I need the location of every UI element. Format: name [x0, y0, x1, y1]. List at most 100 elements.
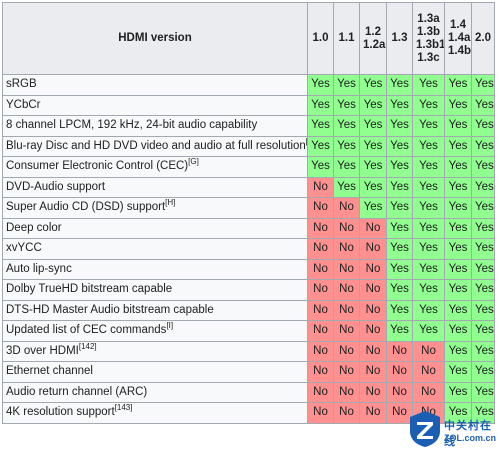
feature-label: xvYCC [6, 242, 42, 255]
feature-cell: Audio return channel (ARC) [2, 381, 308, 403]
support-yes-cell: Yes [471, 381, 495, 403]
version-label: 1.4 [450, 19, 466, 31]
feature-label: Audio return channel (ARC) [6, 385, 148, 398]
support-no-cell: No [307, 381, 334, 403]
table-row: YCbCr Yes Yes Yes Yes Yes Yes Yes [2, 94, 495, 116]
support-yes-cell: Yes [444, 340, 472, 362]
support-no-cell: No [359, 381, 387, 403]
support-yes-cell: Yes [333, 94, 360, 116]
support-yes-cell: Yes [471, 320, 495, 342]
feature-cell: sRGB [2, 74, 308, 96]
support-yes-cell: Yes [412, 217, 445, 239]
support-yes-cell: Yes [333, 176, 360, 198]
support-no-cell: No [307, 176, 334, 198]
support-yes-cell: Yes [386, 115, 413, 137]
table-row: Blu-ray Disc and HD DVD video and audio … [2, 135, 495, 157]
watermark-cn-text: 中关村在线 [444, 420, 492, 448]
support-yes-cell: Yes [412, 94, 445, 116]
feature-label: Blu-ray Disc and HD DVD video and audio … [6, 139, 306, 152]
support-no-cell: No [386, 340, 413, 362]
table-row: Consumer Electronic Control (CEC)[G] Yes Y… [2, 156, 495, 178]
support-yes-cell: Yes [386, 156, 413, 178]
table-body: sRGB Yes Yes Yes Yes Yes Yes Yes YCbCr Yes Yes Yes Y… [2, 74, 495, 424]
footnote-ref[interactable]: [143] [114, 403, 133, 413]
support-no-cell: No [307, 279, 334, 301]
support-yes-cell: Yes [412, 176, 445, 198]
support-no-cell: No [386, 381, 413, 403]
support-no-cell: No [333, 340, 360, 362]
table-row: DVD-Audio support No Yes Yes Yes Yes Yes Yes [2, 176, 495, 198]
feature-label: Super Audio CD (DSD) support [6, 201, 166, 214]
table-row: Dolby TrueHD bitstream capable No No No Yes Y… [2, 279, 495, 301]
support-no-cell: No [307, 197, 334, 219]
feature-cell: 8 channel LPCM, 192 kHz, 24-bit audio ca… [2, 115, 308, 137]
table-row: Auto lip-sync No No No Yes Yes Yes Yes [2, 258, 495, 280]
footnote-ref[interactable]: [142] [78, 341, 97, 351]
support-no-cell: No [386, 361, 413, 383]
version-label: 2.0 [475, 32, 491, 44]
support-yes-cell: Yes [386, 176, 413, 198]
footnote-ref[interactable]: [F] [306, 137, 307, 146]
support-yes-cell: Yes [333, 74, 360, 96]
support-no-cell: No [412, 361, 445, 383]
table-row: Super Audio CD (DSD) support[H] No No Yes Ye… [2, 197, 495, 219]
zol-logo-icon [410, 411, 440, 447]
support-yes-cell: Yes [359, 176, 387, 198]
feature-cell: Consumer Electronic Control (CEC)[G] [2, 156, 308, 178]
version-label: 1.4b [448, 45, 472, 57]
table-row: 4K resolution support[143] No No No No No Yes Y… [2, 402, 495, 424]
support-no-cell: No [359, 340, 387, 362]
feature-label: Dolby TrueHD bitstream capable [6, 283, 173, 296]
version-label: 1.3c [417, 51, 440, 64]
support-no-cell: No [333, 361, 360, 383]
feature-cell: YCbCr [2, 94, 308, 116]
support-yes-cell: Yes [307, 115, 334, 137]
support-yes-cell: Yes [386, 135, 413, 157]
support-yes-cell: Yes [359, 197, 387, 219]
support-yes-cell: Yes [333, 115, 360, 137]
support-yes-cell: Yes [471, 94, 495, 116]
feature-label: YCbCr [6, 98, 41, 111]
footnote-ref[interactable]: [I] [166, 321, 174, 331]
version-label: 1.0 [312, 32, 329, 44]
support-yes-cell: Yes [412, 197, 445, 219]
support-no-cell: No [333, 402, 360, 424]
support-no-cell: No [359, 402, 387, 424]
footnote-ref[interactable]: [G] [188, 157, 199, 167]
support-yes-cell: Yes [444, 217, 472, 239]
support-yes-cell: Yes [444, 115, 472, 137]
support-no-cell: No [333, 197, 360, 219]
support-no-cell: No [412, 381, 445, 403]
support-yes-cell: Yes [412, 238, 445, 260]
table-row: 8 channel LPCM, 192 kHz, 24-bit audio ca… [2, 115, 495, 137]
footnote-ref[interactable]: [H] [165, 198, 176, 208]
support-yes-cell: Yes [444, 74, 472, 96]
support-yes-cell: Yes [412, 115, 445, 137]
support-yes-cell: Yes [444, 156, 472, 178]
support-no-cell: No [307, 361, 334, 383]
feature-label: Deep color [6, 221, 62, 234]
version-header-1: 1.1 [333, 2, 360, 75]
support-no-cell: No [333, 238, 360, 260]
support-yes-cell: Yes [359, 115, 387, 137]
feature-label: Consumer Electronic Control (CEC) [6, 160, 189, 173]
hdmi-version-table: HDMI version 1.0 1.1 1.2 1.2a 1.3 1.3a 1.3b 1.3… [2, 2, 495, 424]
support-yes-cell: Yes [471, 299, 495, 321]
feature-cell: 3D over HDMI[142] [2, 340, 308, 362]
support-no-cell: No [307, 402, 334, 424]
support-yes-cell: Yes [359, 94, 387, 116]
support-no-cell: No [359, 361, 387, 383]
feature-label: 4K resolution support [6, 406, 115, 419]
watermark-en-text: ZOL.com.cn [444, 433, 497, 443]
support-yes-cell: Yes [471, 340, 495, 362]
support-yes-cell: Yes [386, 94, 413, 116]
table-row: Ethernet channel No No No No No Yes Yes [2, 361, 495, 383]
version-label: 1.4a [448, 32, 471, 44]
feature-label: Updated list of CEC commands [6, 324, 167, 337]
table-row: 3D over HDMI[142] No No No No No Yes Yes [2, 340, 495, 362]
support-yes-cell: Yes [471, 176, 495, 198]
support-no-cell: No [359, 217, 387, 239]
support-yes-cell: Yes [444, 94, 472, 116]
table-row: Updated list of CEC commands[I] No No No Yes… [2, 320, 495, 342]
table-row: xvYCC No No No Yes Yes Yes Yes [2, 238, 495, 260]
